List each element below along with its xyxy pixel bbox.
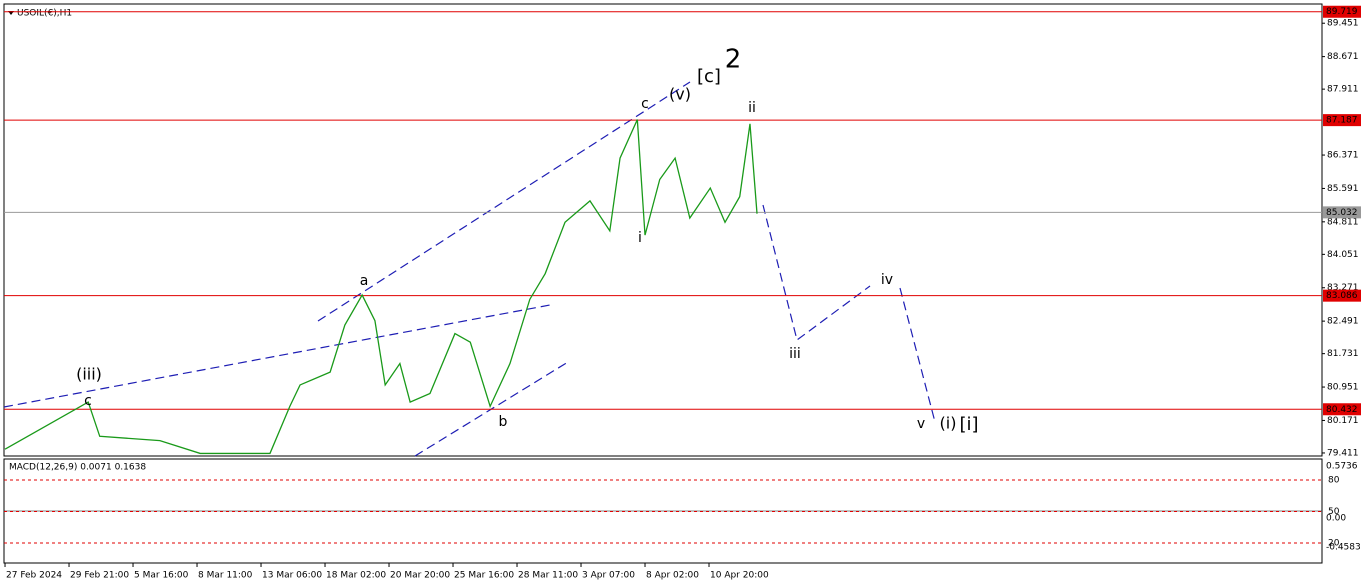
y-tick-label: 79.411 (1327, 448, 1359, 458)
wave-label: b (499, 414, 508, 430)
wave-label: iii (789, 346, 801, 362)
wave-label: c (84, 393, 92, 409)
y-tick-label: 81.731 (1327, 349, 1359, 359)
x-tick-label: 27 Feb 2024 (6, 571, 62, 581)
wave-label: i (638, 230, 642, 246)
x-tick-label: 13 Mar 06:00 (262, 571, 322, 581)
y-tick-label: 85.591 (1327, 184, 1359, 194)
y-tick-label: 89.451 (1327, 19, 1359, 29)
y-tick-label: 82.491 (1327, 317, 1359, 327)
level-label: 80.432 (1326, 405, 1358, 415)
wave-label: (iii) (76, 365, 102, 384)
indicator-tick-label: -0.4583 (1326, 542, 1361, 552)
wave-label: c (641, 96, 649, 112)
channel-line (317, 81, 691, 322)
y-tick-label: 84.811 (1327, 217, 1359, 227)
y-tick-label: 80.171 (1327, 416, 1359, 426)
y-tick-label: 86.371 (1327, 151, 1359, 161)
wave-label: [c] (697, 66, 721, 87)
x-tick-label: 28 Mar 11:00 (518, 571, 578, 581)
y-tick-label: 88.671 (1327, 52, 1359, 62)
wave-label: v (917, 416, 925, 432)
indicator-level-label: 20 (1328, 539, 1340, 549)
y-tick-label: 80.951 (1327, 383, 1359, 393)
indicator-tick-label: 0.00 (1326, 514, 1346, 524)
y-tick-label: 87.911 (1327, 85, 1359, 95)
chart-title: USOIL(€),H1 (17, 9, 72, 19)
x-tick-label: 8 Mar 11:00 (198, 571, 253, 581)
x-tick-label: 8 Apr 02:00 (646, 571, 699, 581)
x-tick-label: 25 Mar 16:00 (454, 571, 514, 581)
projection (899, 287, 936, 423)
level-tag (1323, 289, 1361, 302)
wave-label: 2 (725, 45, 742, 75)
channel-line (3, 304, 551, 408)
indicator-level-label: 80 (1328, 476, 1340, 486)
y-tick-label: 84.051 (1327, 250, 1359, 260)
wave-label: ii (748, 100, 756, 116)
level-tag (1323, 206, 1361, 219)
indicator-level-label: 50 (1328, 507, 1340, 517)
wave-label: a (360, 273, 369, 289)
wave-label: (v) (669, 85, 691, 104)
level-label: 83.086 (1326, 291, 1358, 301)
level-tag (1323, 403, 1361, 416)
x-tick-label: 5 Mar 16:00 (134, 571, 189, 581)
x-tick-label: 10 Apr 20:00 (710, 571, 769, 581)
x-tick-label: 20 Mar 20:00 (390, 571, 450, 581)
x-tick-label: 29 Feb 21:00 (70, 571, 129, 581)
x-tick-label: 3 Apr 07:00 (582, 571, 635, 581)
level-label: 87.187 (1326, 116, 1358, 126)
wave-label: iv (881, 272, 893, 288)
projection (762, 204, 871, 342)
main-pane (3, 3, 1323, 457)
y-tick-label: 83.271 (1327, 283, 1359, 293)
price-line (4, 119, 758, 455)
wave-label: [i] (959, 414, 978, 435)
level-tag (1323, 114, 1361, 127)
level-tag (1323, 5, 1361, 18)
wave-label: (i) (940, 414, 957, 433)
indicator-label: MACD(12,26,9) 0.0071 0.1638 (9, 463, 146, 473)
level-label: 85.032 (1326, 208, 1358, 218)
x-tick-label: 18 Mar 02:00 (326, 571, 386, 581)
level-label: 89.719 (1326, 7, 1358, 17)
indicator-tick-label: 0.5736 (1326, 462, 1358, 472)
